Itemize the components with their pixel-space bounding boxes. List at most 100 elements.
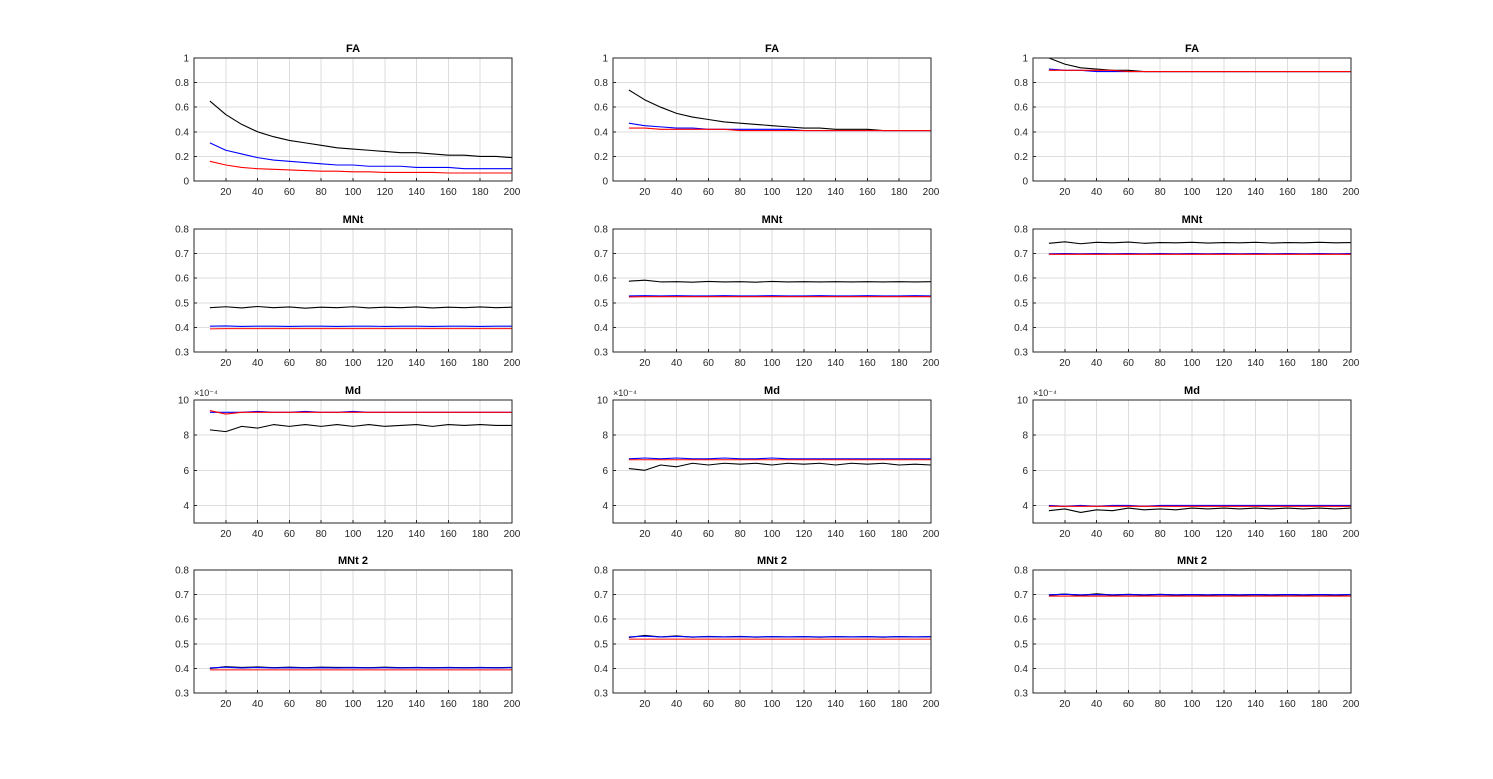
y-tick-label: 0.4 (594, 323, 608, 334)
x-tick-label: 40 (252, 358, 264, 369)
x-tick-label: 140 (1247, 187, 1264, 198)
x-tick-label: 80 (735, 699, 747, 710)
x-tick-label: 20 (220, 187, 232, 198)
y-tick-label: 0 (1022, 177, 1028, 188)
y-tick-label: 0.4 (175, 323, 189, 334)
y-tick-label: 0.4 (175, 664, 189, 675)
x-tick-label: 40 (1091, 699, 1103, 710)
subplot-title: Md (345, 385, 361, 397)
subplot-title: MNt (762, 214, 783, 226)
y-tick-label: 0.6 (175, 103, 189, 114)
x-tick-label: 120 (376, 529, 393, 540)
y-exponent-label: ×10⁻⁴ (1033, 388, 1057, 398)
x-tick-label: 200 (923, 358, 940, 369)
x-tick-label: 180 (1311, 529, 1328, 540)
y-tick-label: 0.6 (594, 274, 608, 285)
y-tick-label: 0.5 (175, 639, 189, 650)
subplot-title: Md (764, 385, 780, 397)
x-tick-label: 80 (1155, 699, 1167, 710)
x-tick-label: 40 (1091, 358, 1103, 369)
y-tick-label: 0.6 (1014, 103, 1028, 114)
x-tick-label: 100 (764, 699, 781, 710)
x-tick-label: 20 (1059, 699, 1071, 710)
x-tick-label: 100 (1184, 529, 1201, 540)
x-tick-label: 120 (376, 187, 393, 198)
x-tick-label: 20 (639, 358, 651, 369)
x-tick-label: 60 (284, 187, 296, 198)
y-tick-label: 4 (1022, 501, 1028, 512)
x-tick-label: 120 (1215, 187, 1232, 198)
x-tick-label: 60 (1123, 358, 1135, 369)
y-tick-label: 0.5 (175, 298, 189, 309)
subplot-9: 20 40 60 80 100 120 140 160 180 200 4 6 8 10 ×10⁻⁴ Md (1017, 385, 1360, 540)
x-tick-label: 40 (252, 699, 264, 710)
y-tick-label: 8 (602, 431, 608, 442)
series-line-black (1048, 241, 1352, 245)
series-line-red (209, 160, 512, 174)
x-tick-label: 180 (472, 358, 489, 369)
y-tick-label: 0.4 (1014, 664, 1028, 675)
series-line-red (1048, 69, 1351, 73)
x-tick-label: 80 (735, 529, 747, 540)
x-tick-label: 120 (1215, 699, 1232, 710)
x-tick-label: 180 (891, 699, 908, 710)
y-tick-label: 0 (602, 177, 608, 188)
x-tick-label: 160 (859, 358, 876, 369)
x-tick-label: 160 (1279, 358, 1296, 369)
x-tick-label: 60 (284, 358, 296, 369)
y-tick-label: 0.8 (594, 78, 608, 89)
series-line-red (628, 127, 931, 132)
x-tick-label: 180 (472, 529, 489, 540)
subplot-title: MNt (343, 214, 364, 226)
x-tick-label: 140 (408, 529, 425, 540)
x-tick-label: 200 (504, 529, 521, 540)
y-tick-label: 0.7 (1014, 249, 1028, 260)
x-tick-label: 40 (671, 358, 683, 369)
y-tick-label: 0.6 (594, 615, 608, 626)
x-tick-label: 120 (795, 358, 812, 369)
x-tick-label: 100 (764, 529, 781, 540)
x-tick-label: 120 (1215, 358, 1232, 369)
y-tick-label: 0.5 (594, 639, 608, 650)
x-tick-label: 180 (1311, 187, 1328, 198)
x-tick-label: 100 (1184, 187, 1201, 198)
subplot-8: 20 40 60 80 100 120 140 160 180 200 4 6 8 10 ×10⁻⁴ Md (597, 385, 940, 540)
x-tick-label: 120 (795, 187, 812, 198)
y-tick-label: 0.4 (594, 664, 608, 675)
x-tick-label: 20 (1059, 187, 1071, 198)
x-tick-label: 60 (1123, 699, 1135, 710)
x-tick-label: 140 (1247, 529, 1264, 540)
x-tick-label: 40 (671, 529, 683, 540)
x-tick-label: 180 (1311, 699, 1328, 710)
x-tick-label: 20 (220, 529, 232, 540)
y-tick-label: 0.5 (594, 298, 608, 309)
subplot-4: 20 40 60 80 100 120 140 160 180 200 0.3 0.4 0.5 0.6 0.… (175, 214, 521, 369)
x-tick-label: 160 (859, 529, 876, 540)
x-tick-label: 180 (472, 187, 489, 198)
x-tick-label: 200 (923, 187, 940, 198)
x-tick-label: 160 (1279, 187, 1296, 198)
y-tick-label: 4 (602, 501, 608, 512)
x-tick-label: 140 (827, 187, 844, 198)
x-tick-label: 100 (345, 358, 362, 369)
x-tick-label: 140 (1247, 699, 1264, 710)
y-tick-label: 4 (183, 501, 189, 512)
series-line-black (1048, 57, 1351, 73)
x-tick-label: 140 (1247, 358, 1264, 369)
x-tick-label: 140 (827, 529, 844, 540)
subplot-title: MNt (1182, 214, 1203, 226)
y-tick-label: 8 (183, 431, 189, 442)
y-exponent-label: ×10⁻⁴ (613, 388, 637, 398)
x-tick-label: 40 (252, 187, 264, 198)
x-tick-label: 200 (1343, 187, 1360, 198)
x-tick-label: 40 (252, 529, 264, 540)
y-tick-label: 0.6 (594, 103, 608, 114)
x-tick-label: 100 (764, 358, 781, 369)
subplot-11: 20 40 60 80 100 120 140 160 180 200 0.3 0.4 0.5 0.6 0.… (594, 555, 940, 710)
x-tick-label: 180 (472, 699, 489, 710)
y-tick-label: 0.7 (175, 249, 189, 260)
x-tick-label: 20 (639, 529, 651, 540)
x-tick-label: 200 (923, 529, 940, 540)
y-tick-label: 0.3 (594, 348, 608, 359)
